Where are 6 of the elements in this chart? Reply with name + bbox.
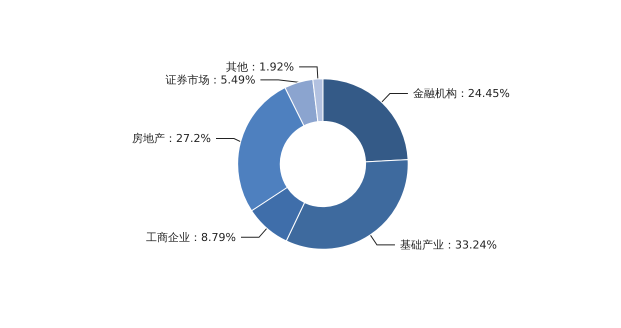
slice-label: 工商企业：8.79% [146, 230, 236, 244]
slice-label: 金融机构：24.45% [412, 86, 510, 100]
slice-label: 其他：1.92% [226, 60, 294, 74]
slice-label: 证券市场：5.49% [165, 73, 256, 86]
slice-label: 基础产业：33.24% [400, 238, 497, 252]
slice-label: 房地产：27.2% [132, 132, 212, 146]
